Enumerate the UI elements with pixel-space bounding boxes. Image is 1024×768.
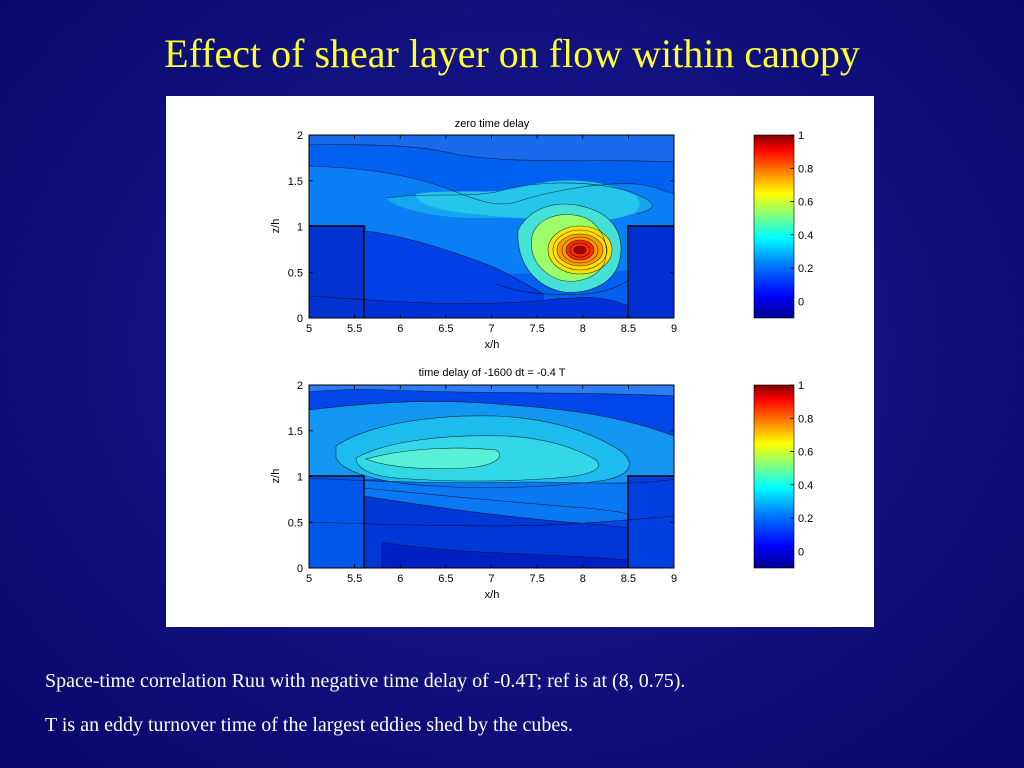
y-tick-label: 0 (297, 563, 303, 575)
y-tick-label: 1.5 (288, 176, 303, 188)
x-tick-label: 6.5 (438, 323, 453, 335)
x-axis-label: x/h (485, 339, 500, 351)
plot-title: time delay of -1600 dt = -0.4 T (419, 367, 566, 379)
colorbar-ticks-2: 0 0.2 0.4 0.6 0.8 1 (790, 380, 813, 558)
y-tick-label: 1.5 (288, 426, 303, 438)
x-tick-label: 6.5 (438, 573, 453, 585)
y-axis-label: z/h (270, 219, 282, 234)
y-tick-label: 1 (297, 472, 303, 484)
figure-panel: zero time delay (166, 96, 874, 627)
y-axis-label: z/h (270, 469, 282, 484)
x-tick-label: 7.5 (529, 573, 544, 585)
colorbar-tick-label: 1 (798, 380, 804, 392)
colorbar-tick-label: 1 (798, 130, 804, 142)
contour-figure: zero time delay (270, 118, 813, 601)
plot-zero-delay: zero time delay (270, 118, 813, 351)
caption-correlation: Space-time correlation Ruu with negative… (45, 670, 686, 692)
y-tick-label: 1 (297, 222, 303, 234)
colorbar-tick-label: 0.6 (798, 447, 813, 459)
x-tick-label: 9 (671, 573, 677, 585)
y-tick-label: 2 (297, 130, 303, 142)
y-tick-label: 0.5 (288, 517, 303, 529)
y-tick-label: 0.5 (288, 267, 303, 279)
x-tick-label: 9 (671, 323, 677, 335)
contour-field (308, 135, 675, 318)
caption-turnover: T is an eddy turnover time of the larges… (45, 714, 574, 736)
colorbar-tick-label: 0.4 (798, 480, 813, 492)
contour-field (308, 385, 675, 568)
y-tick-label: 0 (297, 313, 303, 325)
x-tick-label: 5 (306, 573, 312, 585)
x-tick-label: 8.5 (621, 573, 636, 585)
colorbar-tick-label: 0.8 (798, 413, 813, 425)
colorbar-2 (753, 384, 795, 569)
colorbar-tick-label: 0 (798, 546, 804, 558)
plot-title: zero time delay (455, 118, 530, 130)
x-tick-label: 5.5 (347, 573, 362, 585)
x-tick-label: 7 (488, 573, 494, 585)
colorbar-tick-label: 0 (798, 296, 804, 308)
x-tick-label: 7.5 (529, 323, 544, 335)
colorbar-ticks-1: 0 0.2 0.4 0.6 0.8 1 (790, 130, 813, 308)
colorbar-tick-label: 0.2 (798, 513, 813, 525)
colorbar-1 (753, 134, 795, 319)
colorbar-tick-label: 0.2 (798, 263, 813, 275)
x-tick-label: 8.5 (621, 323, 636, 335)
y-tick-label: 2 (297, 380, 303, 392)
slide-title: Effect of shear layer on flow within can… (164, 31, 860, 76)
plot-negative-delay: time delay of -1600 dt = -0.4 T (270, 367, 813, 601)
x-tick-label: 6 (397, 323, 403, 335)
x-axis-label: x/h (485, 589, 500, 601)
x-tick-label: 5.5 (347, 323, 362, 335)
x-tick-label: 7 (488, 323, 494, 335)
x-tick-label: 6 (397, 573, 403, 585)
colorbar-tick-label: 0.8 (798, 163, 813, 175)
axes-negative-delay: 5 5.5 6 6.5 7 7.5 8 8.5 9 0 0.5 1 1.5 2 (288, 380, 677, 585)
colorbar-tick-label: 0.4 (798, 230, 813, 242)
x-tick-label: 8 (580, 323, 586, 335)
x-tick-label: 8 (580, 573, 586, 585)
colorbar-tick-label: 0.6 (798, 197, 813, 209)
x-tick-label: 5 (306, 323, 312, 335)
axes-zero-delay: 5 5.5 6 6.5 7 7.5 8 8.5 9 0 0.5 1 1.5 2 (288, 130, 677, 335)
